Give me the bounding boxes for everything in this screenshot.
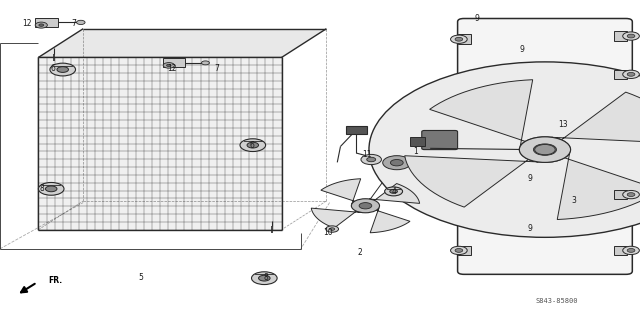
Text: 11: 11 bbox=[363, 150, 372, 159]
Circle shape bbox=[361, 154, 381, 165]
FancyBboxPatch shape bbox=[458, 246, 471, 255]
Circle shape bbox=[163, 63, 175, 68]
Circle shape bbox=[451, 246, 467, 255]
FancyBboxPatch shape bbox=[458, 34, 471, 44]
FancyBboxPatch shape bbox=[163, 58, 184, 67]
Polygon shape bbox=[429, 80, 532, 146]
Text: S843-85800: S843-85800 bbox=[536, 299, 578, 304]
Text: 12: 12 bbox=[167, 64, 176, 73]
FancyBboxPatch shape bbox=[410, 137, 425, 146]
Text: 3: 3 bbox=[572, 197, 577, 205]
Text: 9: 9 bbox=[527, 224, 532, 233]
FancyBboxPatch shape bbox=[422, 130, 458, 150]
FancyBboxPatch shape bbox=[614, 70, 627, 79]
Circle shape bbox=[166, 64, 171, 67]
Text: 8: 8 bbox=[263, 273, 268, 282]
Circle shape bbox=[627, 249, 635, 252]
Circle shape bbox=[252, 272, 277, 285]
FancyBboxPatch shape bbox=[458, 19, 632, 274]
Circle shape bbox=[330, 228, 335, 230]
Circle shape bbox=[623, 32, 639, 40]
Circle shape bbox=[534, 145, 555, 155]
Circle shape bbox=[259, 275, 270, 281]
Circle shape bbox=[455, 249, 463, 252]
Text: 9: 9 bbox=[519, 45, 524, 54]
Polygon shape bbox=[321, 179, 361, 204]
FancyBboxPatch shape bbox=[614, 31, 627, 41]
Circle shape bbox=[623, 246, 639, 255]
Circle shape bbox=[519, 137, 571, 162]
Text: 7: 7 bbox=[214, 64, 219, 73]
Circle shape bbox=[385, 187, 403, 196]
Text: 10: 10 bbox=[323, 228, 333, 237]
Text: 7: 7 bbox=[71, 19, 76, 28]
Circle shape bbox=[519, 137, 571, 162]
Polygon shape bbox=[38, 57, 282, 230]
Polygon shape bbox=[369, 183, 420, 204]
Circle shape bbox=[240, 139, 266, 152]
Circle shape bbox=[202, 61, 209, 65]
Circle shape bbox=[390, 160, 403, 166]
Circle shape bbox=[247, 142, 259, 148]
Circle shape bbox=[367, 157, 376, 162]
Circle shape bbox=[390, 189, 397, 193]
Polygon shape bbox=[557, 153, 640, 219]
Circle shape bbox=[77, 20, 85, 25]
Polygon shape bbox=[370, 208, 410, 233]
Polygon shape bbox=[404, 156, 538, 207]
Circle shape bbox=[627, 193, 635, 197]
Polygon shape bbox=[552, 92, 640, 144]
Circle shape bbox=[451, 35, 467, 43]
Text: 6: 6 bbox=[249, 141, 254, 150]
FancyBboxPatch shape bbox=[614, 246, 627, 255]
Text: 5: 5 bbox=[138, 273, 143, 282]
Text: 8: 8 bbox=[39, 184, 44, 193]
Circle shape bbox=[533, 144, 556, 155]
Circle shape bbox=[50, 63, 76, 76]
Circle shape bbox=[326, 226, 339, 232]
Text: 2: 2 bbox=[357, 248, 362, 256]
FancyBboxPatch shape bbox=[614, 190, 627, 199]
Circle shape bbox=[38, 182, 64, 195]
Text: 1: 1 bbox=[413, 147, 419, 156]
Text: FR.: FR. bbox=[49, 276, 63, 285]
Polygon shape bbox=[311, 208, 362, 228]
Circle shape bbox=[351, 199, 380, 213]
Circle shape bbox=[359, 203, 372, 209]
Text: 12: 12 bbox=[22, 19, 31, 28]
Circle shape bbox=[369, 62, 640, 237]
Circle shape bbox=[45, 186, 57, 192]
Circle shape bbox=[372, 151, 421, 175]
Circle shape bbox=[39, 24, 44, 26]
Circle shape bbox=[35, 22, 47, 28]
Circle shape bbox=[623, 70, 639, 78]
Polygon shape bbox=[38, 29, 326, 57]
FancyBboxPatch shape bbox=[346, 126, 367, 134]
Circle shape bbox=[57, 67, 68, 72]
Circle shape bbox=[627, 72, 635, 76]
Text: 13: 13 bbox=[558, 120, 568, 129]
Text: 9: 9 bbox=[474, 14, 479, 23]
Text: 9: 9 bbox=[527, 174, 532, 183]
Text: 4: 4 bbox=[392, 187, 397, 196]
Circle shape bbox=[627, 34, 635, 38]
Text: 6: 6 bbox=[51, 64, 56, 73]
Circle shape bbox=[455, 37, 463, 41]
FancyBboxPatch shape bbox=[35, 18, 58, 27]
Circle shape bbox=[383, 156, 411, 170]
Circle shape bbox=[623, 190, 639, 199]
